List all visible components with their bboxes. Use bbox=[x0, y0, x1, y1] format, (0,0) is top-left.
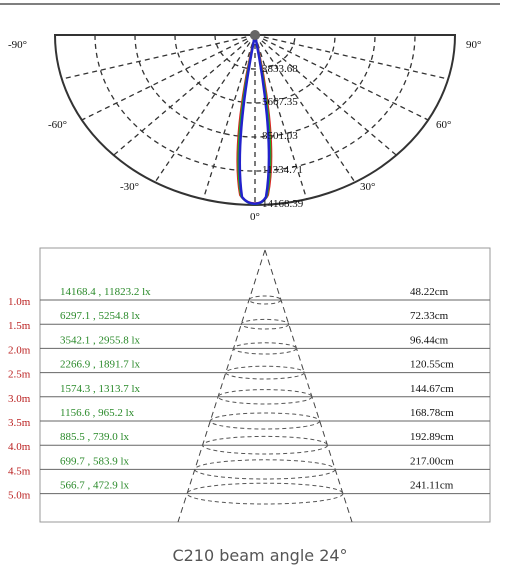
radial-label: 14168.39 bbox=[262, 198, 304, 210]
distance-label: 3.0m bbox=[8, 393, 31, 405]
lux-label: 1156.6 , 965.2 lx bbox=[60, 407, 135, 419]
diameter-label: 72.33cm bbox=[410, 310, 449, 322]
beam-ellipse bbox=[233, 342, 297, 355]
lux-label: 6297.1 , 5254.8 lx bbox=[60, 310, 141, 322]
beam-ellipse bbox=[225, 365, 305, 380]
diameter-label: 217.00cm bbox=[410, 455, 454, 467]
radial-label: 2833.68 bbox=[262, 63, 298, 75]
distance-label: 3.5m bbox=[8, 417, 31, 429]
beam-ellipse bbox=[248, 295, 282, 305]
distance-label: 1.0m bbox=[8, 296, 31, 308]
grid-ring bbox=[174, 34, 336, 104]
lux-label: 3542.1 , 2955.8 lx bbox=[60, 334, 141, 346]
diameter-label: 96.44cm bbox=[410, 334, 449, 346]
diameter-label: 192.89cm bbox=[410, 431, 454, 443]
radial-label: 11334.71 bbox=[262, 164, 303, 176]
angle-label: 0° bbox=[250, 211, 260, 223]
lux-label: 1574.3 , 1313.7 lx bbox=[60, 383, 141, 395]
cone-edge bbox=[264, 249, 353, 523]
lux-label: 885.5 , 739.0 lx bbox=[60, 431, 130, 443]
grid-spoke bbox=[61, 34, 256, 80]
diameter-label: 144.67cm bbox=[410, 383, 454, 395]
beam-ellipse bbox=[186, 482, 344, 505]
distance-label: 2.5m bbox=[8, 369, 31, 381]
lux-label: 2266.9 , 1891.7 lx bbox=[60, 359, 141, 371]
angle-label: -90° bbox=[8, 39, 27, 51]
table-frame bbox=[39, 247, 491, 523]
angle-label: 60° bbox=[436, 119, 451, 131]
diameter-label: 168.78cm bbox=[410, 407, 454, 419]
beam-ellipse bbox=[209, 412, 321, 430]
diameter-label: 241.11cm bbox=[410, 480, 454, 492]
grid-spoke bbox=[254, 34, 449, 80]
grid-spoke bbox=[254, 34, 356, 183]
lux-label: 699.7 , 583.9 lx bbox=[60, 455, 130, 467]
grid-spoke bbox=[113, 34, 256, 156]
angle-label: 90° bbox=[466, 39, 481, 51]
angle-label: -60° bbox=[48, 119, 67, 131]
caption: C210 beam angle 24° bbox=[172, 546, 347, 565]
distance-label: 5.0m bbox=[8, 490, 31, 502]
grid-spoke bbox=[254, 34, 397, 156]
grid-ring bbox=[94, 34, 416, 172]
beam-ellipse bbox=[202, 435, 328, 455]
radial-label: 8501.03 bbox=[262, 130, 298, 142]
source bbox=[250, 30, 260, 40]
grid-ring bbox=[214, 34, 296, 70]
cone-edge bbox=[177, 249, 266, 523]
grid-spoke bbox=[202, 34, 256, 200]
lux-label: 14168.4 , 11823.2 lx bbox=[60, 286, 151, 298]
distance-label: 4.0m bbox=[8, 441, 31, 453]
beam-ellipse bbox=[217, 389, 313, 405]
grid-spoke bbox=[81, 34, 256, 121]
illuminance-table: 1.0m 14168.4 , 11823.2 lx 48.22cm 1.5m 6297.… bbox=[8, 247, 491, 523]
distance-label: 4.5m bbox=[8, 465, 31, 477]
polar-plot bbox=[53, 30, 457, 206]
distance-label: 1.5m bbox=[8, 320, 31, 332]
distance-label: 2.0m bbox=[8, 344, 31, 356]
angle-label: 30° bbox=[360, 181, 375, 193]
curve-blue bbox=[238, 34, 271, 205]
grid-spoke bbox=[254, 34, 308, 200]
grid-spoke bbox=[154, 34, 256, 183]
beam-ellipse bbox=[240, 318, 290, 330]
diameter-label: 120.55cm bbox=[410, 359, 454, 371]
lux-label: 566.7 , 472.9 lx bbox=[60, 480, 130, 492]
diameter-label: 48.22cm bbox=[410, 286, 449, 298]
grid-ring bbox=[134, 34, 376, 138]
beam-ellipse bbox=[194, 459, 336, 480]
angle-label: -30° bbox=[120, 181, 139, 193]
radial-label: 5667.35 bbox=[262, 96, 298, 108]
outer-ring bbox=[53, 34, 457, 206]
